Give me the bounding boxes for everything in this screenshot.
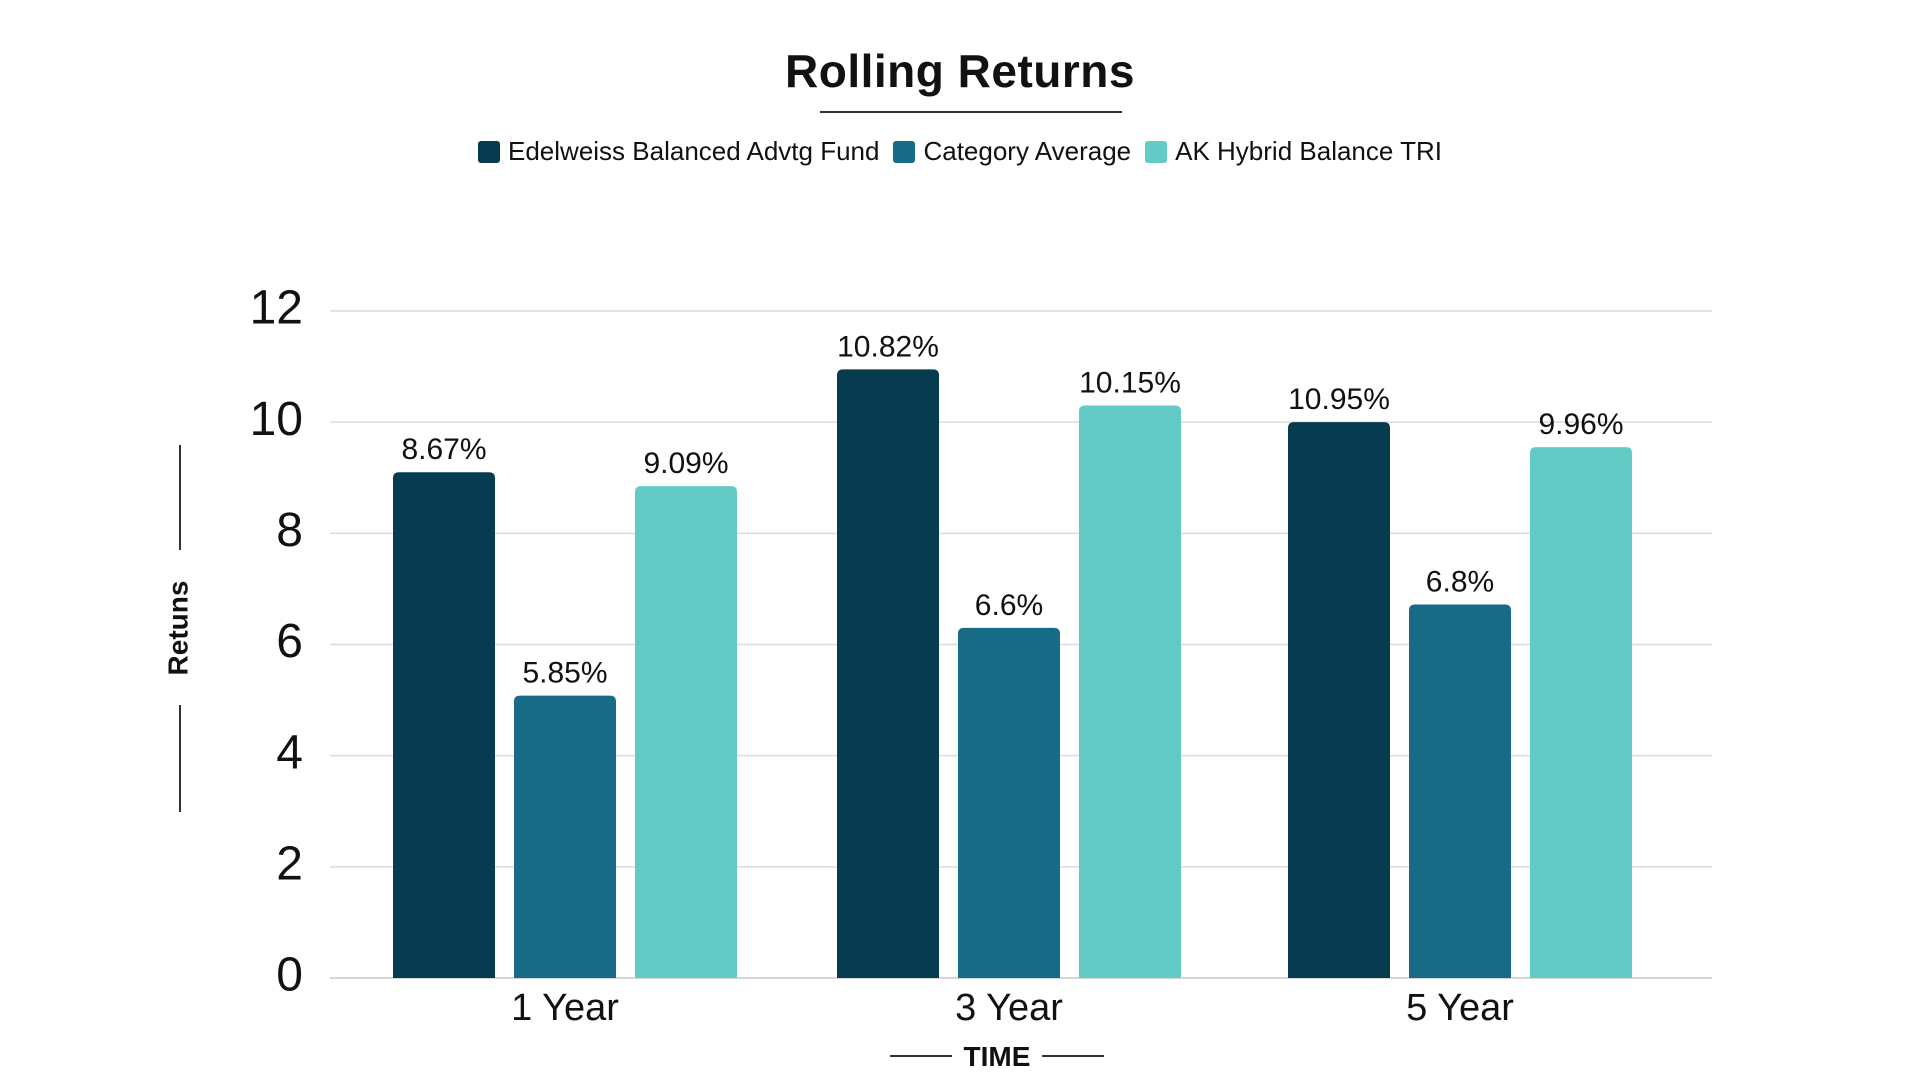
title-underline bbox=[820, 111, 1122, 113]
data-labels: 8.67% 5.85% 9.09% 10.82% 6.6% 10.15% 10.95% 6.8… bbox=[401, 330, 1623, 689]
legend-label-category-average: Category Average bbox=[923, 136, 1132, 166]
chart-title: Rolling Returns bbox=[785, 45, 1135, 97]
bar bbox=[1079, 405, 1181, 978]
legend-item-category-average: Category Average bbox=[893, 136, 1131, 167]
data-label: 10.95% bbox=[1288, 383, 1390, 416]
y-tick-label: 4 bbox=[276, 726, 303, 779]
data-label: 10.82% bbox=[837, 330, 939, 363]
data-label: 10.15% bbox=[1079, 366, 1181, 399]
legend-swatch-edelweiss bbox=[478, 140, 500, 163]
x-axis-categories: 1 Year 3 Year 5 Year bbox=[511, 987, 1514, 1029]
data-label: 6.8% bbox=[1426, 565, 1494, 598]
y-tick-label: 2 bbox=[276, 838, 303, 891]
x-axis-title: TIME bbox=[964, 1041, 1031, 1072]
y-tick-label: 8 bbox=[276, 504, 303, 557]
x-category-label: 5 Year bbox=[1406, 987, 1514, 1029]
data-label: 5.85% bbox=[522, 657, 607, 690]
x-category-label: 1 Year bbox=[511, 987, 619, 1029]
data-label: 6.6% bbox=[975, 589, 1043, 622]
y-tick-label: 10 bbox=[250, 393, 303, 446]
data-label: 9.09% bbox=[643, 447, 728, 480]
bars bbox=[393, 369, 1632, 979]
bar bbox=[635, 486, 737, 978]
legend-item-edelweiss: Edelweiss Balanced Advtg Fund bbox=[478, 136, 879, 167]
legend-item-ak-hybrid: AK Hybrid Balance TRI bbox=[1145, 136, 1442, 167]
y-tick-label: 12 bbox=[250, 282, 303, 335]
bar bbox=[837, 369, 939, 978]
legend-swatch-ak-hybrid bbox=[1145, 140, 1168, 163]
data-label: 9.96% bbox=[1538, 408, 1623, 441]
y-tick-label: 0 bbox=[276, 949, 303, 1002]
legend-label-ak-hybrid: AK Hybrid Balance TRI bbox=[1175, 136, 1442, 166]
bar bbox=[1288, 422, 1390, 979]
y-axis-title: Retuns bbox=[162, 581, 193, 676]
legend-swatch-category-average bbox=[893, 140, 916, 163]
legend: Edelweiss Balanced Advtg Fund Category A… bbox=[0, 136, 1920, 167]
bar bbox=[393, 472, 495, 978]
y-axis-ticks: 0 2 4 6 8 10 12 bbox=[250, 282, 303, 1002]
legend-label-edelweiss: Edelweiss Balanced Advtg Fund bbox=[508, 136, 880, 166]
data-label: 8.67% bbox=[401, 433, 486, 466]
bar bbox=[958, 627, 1060, 978]
y-tick-label: 6 bbox=[276, 615, 303, 668]
bar bbox=[514, 695, 616, 978]
x-category-label: 3 Year bbox=[955, 987, 1063, 1029]
bar bbox=[1409, 604, 1511, 978]
bar bbox=[1530, 447, 1632, 978]
